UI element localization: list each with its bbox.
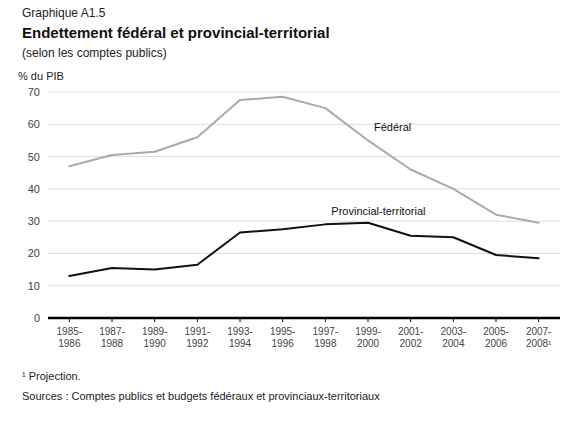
- x-tick-label: 1995-1996: [270, 326, 296, 349]
- x-tick: [325, 318, 326, 322]
- x-tick: [368, 318, 369, 322]
- grid-line: [48, 221, 560, 222]
- chart-number: Graphique A1.5: [22, 6, 106, 20]
- x-tick: [538, 318, 539, 322]
- y-tick-label: 50: [28, 151, 40, 163]
- grid-line: [48, 285, 560, 286]
- y-axis-label: % du PIB: [18, 70, 64, 82]
- x-tick: [112, 318, 113, 322]
- y-tick-label: 0: [34, 312, 40, 324]
- grid-line: [48, 188, 560, 189]
- x-tick: [282, 318, 283, 322]
- x-tick-label: 1987-1988: [99, 326, 125, 349]
- x-tick: [496, 318, 497, 322]
- lines: [69, 97, 538, 276]
- x-tick-label: 2007-2008¹: [526, 326, 552, 349]
- y-tick-label: 40: [28, 183, 40, 195]
- x-axis: 1985-1986 1987-1988 1989-1990 1991-1992 1993…: [48, 318, 560, 349]
- series-labels: Fédéral Provincial-territorial: [331, 121, 425, 217]
- chart: Graphique A1.5 Endettement fédéral et pro…: [0, 0, 575, 434]
- series-label: Fédéral: [374, 121, 411, 133]
- x-tick-label: 2005-2006: [483, 326, 509, 349]
- subtitle: (selon les comptes publics): [22, 46, 167, 60]
- series-line: [69, 223, 538, 276]
- x-tick-label: 1985-1986: [57, 326, 83, 349]
- x-tick-label: 1989-1990: [142, 326, 168, 349]
- y-tick-label: 60: [28, 118, 40, 130]
- y-tick-label: 10: [28, 280, 40, 292]
- grid-line: [48, 156, 560, 157]
- x-tick: [410, 318, 411, 322]
- x-tick-label: 1991-1992: [185, 326, 211, 349]
- grid-line: [48, 318, 560, 319]
- grid-line: [48, 124, 560, 125]
- x-axis-line: [48, 317, 560, 320]
- grid-line: [48, 92, 560, 93]
- footnote: ¹ Projection.: [22, 370, 81, 382]
- x-tick-label: 1993-1994: [227, 326, 253, 349]
- x-tick-label: 1999-2000: [355, 326, 381, 349]
- x-tick: [453, 318, 454, 322]
- x-tick-label: 2003-2004: [441, 326, 467, 349]
- source-note: Sources : Comptes publics et budgets féd…: [22, 390, 380, 402]
- x-tick: [154, 318, 155, 322]
- x-tick-label: 1997-1998: [313, 326, 339, 349]
- x-tick: [69, 318, 70, 322]
- x-tick: [240, 318, 241, 322]
- grid-line: [48, 253, 560, 254]
- series-label: Provincial-territorial: [331, 205, 425, 217]
- y-axis: 0 10 20 30 40 50 60 70: [28, 86, 560, 324]
- x-tick: [197, 318, 198, 322]
- y-tick-label: 30: [28, 215, 40, 227]
- y-tick-label: 20: [28, 247, 40, 259]
- title: Endettement fédéral et provincial-territ…: [22, 24, 330, 41]
- x-tick-label: 2001-2002: [398, 326, 424, 349]
- y-tick-label: 70: [28, 86, 40, 98]
- series-line: [69, 97, 538, 223]
